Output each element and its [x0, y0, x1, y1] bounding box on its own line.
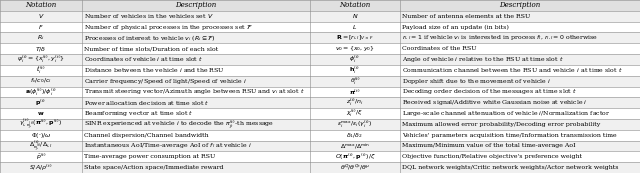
Text: SINR experienced at vehicle $i$ to decode the $\pi_{j_t}^{(t)}$-th message: SINR experienced at vehicle $i$ to decod… — [84, 118, 275, 131]
Text: Doppler shift due to the movement of vehicle $i$: Doppler shift due to the movement of veh… — [402, 77, 551, 86]
Bar — [0, 76, 640, 86]
Text: $\bar{p}^{(t)}$: $\bar{p}^{(t)}$ — [36, 152, 46, 162]
Text: Power allocation decision at time slot $t$: Power allocation decision at time slot $… — [84, 99, 210, 107]
Text: $f_c/c_0/c_i$: $f_c/c_0/c_i$ — [30, 77, 52, 85]
Text: Channel dispersion/Channel bandwidth: Channel dispersion/Channel bandwidth — [84, 133, 209, 138]
Text: $O(\boldsymbol{\pi}^{(t)},\mathbf{p}^{(t)})/\zeta$: $O(\boldsymbol{\pi}^{(t)},\mathbf{p}^{(t… — [335, 152, 376, 162]
Text: $\Phi(\cdot)/\omega$: $\Phi(\cdot)/\omega$ — [31, 131, 51, 140]
Text: $\gamma_{i,\pi_{j_t}^{(t)}}^{(t)}(\boldsymbol{\pi}^{(t)},\mathbf{p}^{(t)})$: $\gamma_{i,\pi_{j_t}^{(t)}}^{(t)}(\bolds… — [19, 117, 63, 132]
Text: State space/Action space/Immediate reward: State space/Action space/Immediate rewar… — [84, 165, 223, 170]
Text: Notation: Notation — [26, 1, 56, 9]
Text: Time-average power consumption at RSU: Time-average power consumption at RSU — [84, 154, 215, 159]
Text: $R_i$: $R_i$ — [37, 33, 45, 42]
Bar — [0, 162, 640, 173]
Text: Distance between the vehicle $i$ and the RSU: Distance between the vehicle $i$ and the… — [84, 66, 225, 74]
Text: $\chi_i^{(t)}/\xi$: $\chi_i^{(t)}/\xi$ — [346, 108, 364, 119]
Bar — [0, 108, 640, 119]
Text: Number of time slots/Duration of each slot: Number of time slots/Duration of each sl… — [84, 46, 218, 51]
Text: Angle of vehicle $i$ relative to the RSU at time slot $t$: Angle of vehicle $i$ relative to the RSU… — [402, 55, 564, 64]
Text: DQL network weights/Critic network weights/Actor network weights: DQL network weights/Critic network weigh… — [402, 165, 618, 170]
Text: Description: Description — [499, 1, 541, 9]
Text: Coordinates of vehicle $i$ at time slot $t$: Coordinates of vehicle $i$ at time slot … — [84, 56, 203, 63]
Text: $z_i^{(t)}/n_i$: $z_i^{(t)}/n_i$ — [346, 97, 364, 108]
Text: Received signal/Additive white Gaussian noise at vehicle $i$: Received signal/Additive white Gaussian … — [402, 98, 588, 107]
Bar — [0, 140, 640, 151]
Text: $\Delta_{\pi_{j_t}^{(t)}}^{(t)}/\Delta_{i,l}$: $\Delta_{\pi_{j_t}^{(t)}}^{(t)}/\Delta_{… — [29, 138, 53, 154]
Text: $\mathbf{w}$: $\mathbf{w}$ — [37, 110, 45, 117]
Bar — [0, 97, 640, 108]
Text: $L$: $L$ — [353, 23, 358, 31]
Text: $\phi_i^{(t)}$: $\phi_i^{(t)}$ — [349, 54, 360, 65]
Bar — [0, 33, 640, 43]
Bar — [0, 119, 640, 130]
Bar — [0, 0, 640, 11]
Text: $\ell_i^{(t)}$: $\ell_i^{(t)}$ — [36, 65, 46, 76]
Text: Number of vehicles in the vehicles set $V$: Number of vehicles in the vehicles set $… — [84, 12, 214, 20]
Bar — [0, 130, 640, 140]
Text: Coordinates of the RSU: Coordinates of the RSU — [402, 46, 477, 51]
Text: Communication channel between the RSU and vehicle $i$ at time slot $t$: Communication channel between the RSU an… — [402, 66, 623, 74]
Text: Number of physical processes in the processes set $\mathcal{F}$: Number of physical processes in the proc… — [84, 22, 253, 31]
Text: Instantaneous AoI/Time-average AoI of $f_l$ at vehicle $i$: Instantaneous AoI/Time-average AoI of $f… — [84, 142, 252, 151]
Text: $\mathbf{h}_i^{(t)}$: $\mathbf{h}_i^{(t)}$ — [349, 65, 360, 76]
Bar — [0, 151, 640, 162]
Text: Processes of interest to vehicle $v_i$ ($R_i \subseteq \mathcal{F}$): Processes of interest to vehicle $v_i$ (… — [84, 33, 216, 43]
Bar — [0, 86, 640, 97]
Text: Large-scale channel attenuation of vehicle $i$/Normalization factor: Large-scale channel attenuation of vehic… — [402, 109, 611, 118]
Text: $\mathbf{R}=[r_{i,l}]_{V\times F}$: $\mathbf{R}=[r_{i,l}]_{V\times F}$ — [336, 34, 374, 42]
Text: $v_0=\{x_0,y_0\}$: $v_0=\{x_0,y_0\}$ — [335, 44, 375, 53]
Text: Carrier frequency/Speed of light/Speed of vehicle $i$: Carrier frequency/Speed of light/Speed o… — [84, 77, 247, 86]
Text: $\psi_i^{(t)}=\{x_i^{(t)},y_i^{(t)}\}$: $\psi_i^{(t)}=\{x_i^{(t)},y_i^{(t)}\}$ — [17, 54, 65, 65]
Text: $S/A/\rho^{(t)}$: $S/A/\rho^{(t)}$ — [29, 162, 52, 173]
Text: $T/\delta$: $T/\delta$ — [35, 45, 47, 53]
Text: Notation: Notation — [339, 1, 371, 9]
Text: Maximum/Minimum value of the total time-average AoI: Maximum/Minimum value of the total time-… — [402, 143, 575, 148]
Text: Maximum allowed error probability/Decoding error probability: Maximum allowed error probability/Decodi… — [402, 122, 600, 127]
Text: $\mathbf{p}^{(t)}$: $\mathbf{p}^{(t)}$ — [35, 98, 47, 108]
Text: $F$: $F$ — [38, 23, 44, 31]
Bar — [0, 43, 640, 54]
Text: Payload size of an update (in bits): Payload size of an update (in bits) — [402, 24, 509, 30]
Text: $\delta_1/\delta_2$: $\delta_1/\delta_2$ — [346, 131, 364, 140]
Text: $\boldsymbol{\pi}^{(t)}$: $\boldsymbol{\pi}^{(t)}$ — [349, 87, 361, 97]
Text: Transmit steering vector/Azimuth angle between RSU and $v_i$ at slot $t$: Transmit steering vector/Azimuth angle b… — [84, 87, 305, 96]
Text: $\Delta^{\max}/\Delta^{\min}$: $\Delta^{\max}/\Delta^{\min}$ — [340, 141, 370, 151]
Text: Objective function/Relative objective's preference weight: Objective function/Relative objective's … — [402, 154, 582, 159]
Text: $\vartheta_i^{(t)}$: $\vartheta_i^{(t)}$ — [349, 75, 360, 87]
Text: $\mathbf{a}(\phi_i^{(t)})/\phi_i^{(t)}$: $\mathbf{a}(\phi_i^{(t)})/\phi_i^{(t)}$ — [25, 86, 57, 98]
Text: $\epsilon_i^{\max}/\varepsilon_i(\gamma_i^{(t)})$: $\epsilon_i^{\max}/\varepsilon_i(\gamma_… — [337, 119, 373, 130]
Text: $N$: $N$ — [352, 12, 358, 20]
Text: Beamforming vector at time slot $t$: Beamforming vector at time slot $t$ — [84, 109, 193, 118]
Bar — [0, 22, 640, 33]
Text: Vehicles' parameters acquisition time/Information transmission time: Vehicles' parameters acquisition time/In… — [402, 133, 616, 138]
Bar — [0, 65, 640, 76]
Text: Description: Description — [175, 1, 216, 9]
Text: Number of antenna elements at the RSU: Number of antenna elements at the RSU — [402, 14, 531, 19]
Bar — [0, 11, 640, 22]
Bar — [0, 54, 640, 65]
Text: $V$: $V$ — [38, 12, 44, 20]
Text: $\theta^Q/\theta^{Q_c}/\theta^\mu$: $\theta^Q/\theta^{Q_c}/\theta^\mu$ — [340, 163, 370, 172]
Text: $r_{i,l}=1$ if vehicle $v_i$ is interested in process $f_l$, $r_{i,l}=0$ otherwi: $r_{i,l}=1$ if vehicle $v_i$ is interest… — [402, 34, 598, 42]
Text: Decoding order decision of the messages at time slot $t$: Decoding order decision of the messages … — [402, 87, 577, 96]
